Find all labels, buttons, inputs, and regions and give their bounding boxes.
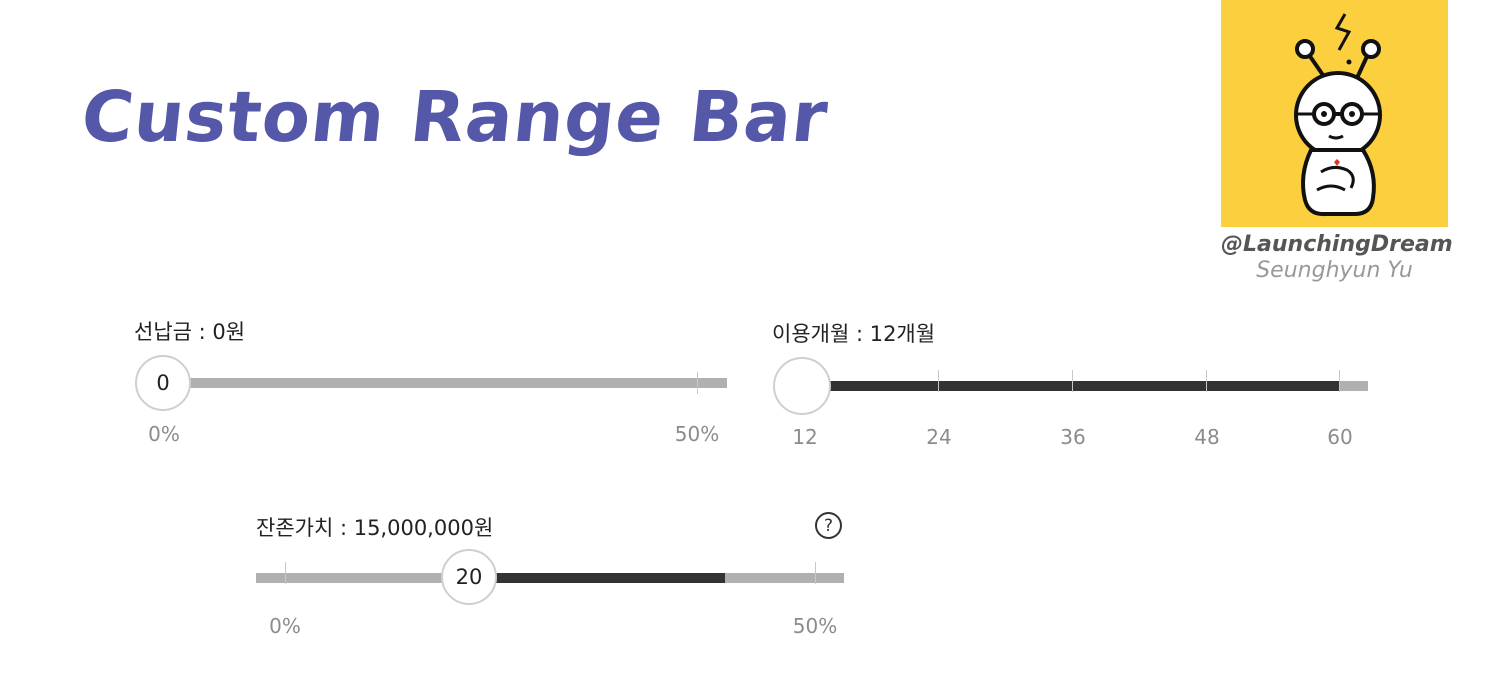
usage-months-tick-label: 60: [1327, 425, 1353, 449]
usage-months-tick-label: 24: [926, 425, 952, 449]
page-title: Custom Range Bar: [77, 76, 833, 158]
usage-months-slider-thumb[interactable]: [773, 357, 831, 415]
residual-value-label: 잔존가치 : 15,000,000원: [256, 516, 494, 540]
author-name: Seunghyun Yu: [1256, 258, 1413, 283]
usage-months-tick-label: 48: [1194, 425, 1220, 449]
usage-months-tick: [1339, 370, 1340, 392]
usage-months-fill: [802, 381, 1340, 391]
residual-value-tick-label: 50%: [792, 614, 838, 638]
down-payment-tick-label: 50%: [674, 422, 720, 446]
usage-months-tick-label: 36: [1060, 425, 1086, 449]
down-payment-label: 선납금 : 0원: [134, 320, 246, 344]
residual-value-tick: [815, 562, 816, 584]
residual-value-fill: [469, 573, 725, 583]
usage-months-tick: [1206, 370, 1207, 392]
usage-months-label: 이용개월 : 12개월: [772, 322, 936, 346]
character-illustration-icon: [1294, 13, 1382, 217]
residual-value-tick: [285, 562, 286, 584]
down-payment-tick: [697, 372, 698, 394]
residual-value-tick-label: 0%: [269, 614, 301, 638]
residual-value-slider-thumb[interactable]: 20: [441, 549, 497, 605]
question-circle-icon[interactable]: ?: [815, 512, 842, 539]
usage-months-tick: [938, 370, 939, 392]
author-handle: @LaunchingDream: [1221, 232, 1453, 257]
down-payment-track[interactable]: [163, 378, 727, 388]
down-payment-slider-thumb[interactable]: 0: [135, 355, 191, 411]
down-payment-tick-label: 0%: [148, 422, 180, 446]
usage-months-tick-label: 12: [792, 425, 818, 449]
usage-months-tick: [1072, 370, 1073, 392]
avatar: [1221, 0, 1448, 227]
